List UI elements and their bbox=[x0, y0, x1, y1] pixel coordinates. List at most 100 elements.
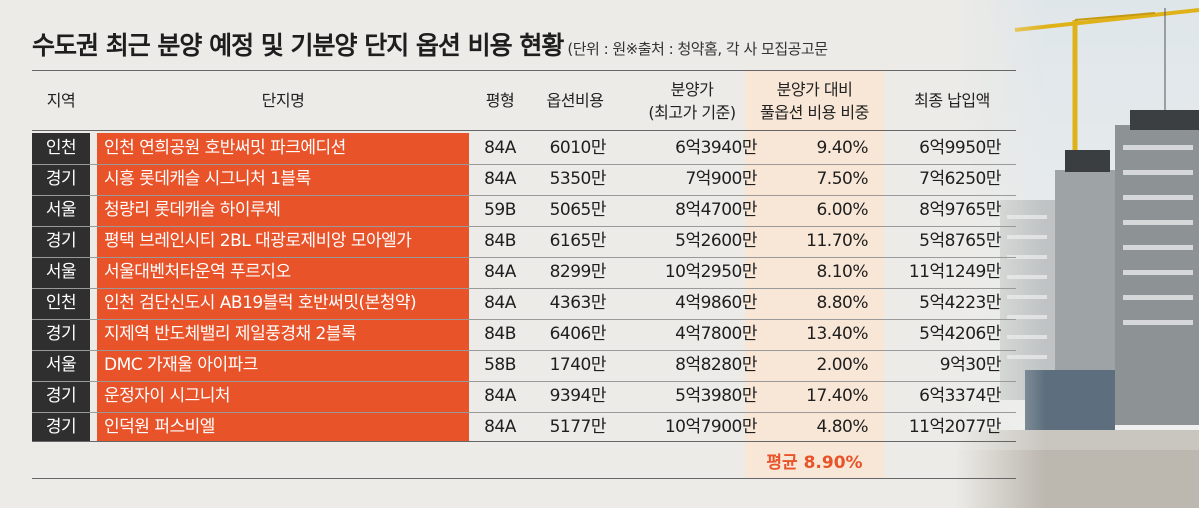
region-cell: 경기 bbox=[45, 169, 77, 189]
price-cell: 8억4700만 bbox=[675, 200, 757, 220]
option-cost-cell: 6165만 bbox=[549, 231, 607, 251]
price-cell: 5억2600만 bbox=[675, 231, 757, 251]
complex-cell: 지제역 반도체밸리 제일풍경채 2블록 bbox=[104, 324, 357, 344]
option-cost-cell: 8299만 bbox=[549, 262, 607, 282]
table-bottom-rule bbox=[32, 441, 1016, 442]
table-row: 경기 운정자이 시그니처 84A 9394만 5억3980만 17.40% 6억… bbox=[32, 382, 1016, 410]
price-cell: 5억3980만 bbox=[675, 386, 757, 406]
price-cell: 4억9860만 bbox=[675, 293, 757, 313]
row-divider bbox=[32, 288, 1016, 289]
final-cell: 11억2077만 bbox=[908, 417, 1002, 437]
price-cell: 8억8280만 bbox=[675, 355, 757, 375]
ptype-cell: 58B bbox=[484, 355, 516, 375]
header-ratio-line2: 풀옵션 비용 비중 bbox=[760, 103, 869, 122]
complex-cell: 운정자이 시그니처 bbox=[104, 386, 231, 406]
region-column-bg bbox=[32, 133, 90, 441]
final-cell: 5억4206만 bbox=[919, 324, 1001, 344]
complex-cell: 인덕원 퍼스비엘 bbox=[104, 417, 215, 437]
region-cell: 인천 bbox=[45, 293, 77, 313]
region-cell: 경기 bbox=[45, 324, 77, 344]
ratio-cell: 17.40% bbox=[806, 386, 868, 406]
price-cell: 10억7900만 bbox=[664, 417, 758, 437]
row-divider bbox=[32, 319, 1016, 320]
region-cell: 경기 bbox=[45, 386, 77, 406]
price-cell: 4억7800만 bbox=[675, 324, 757, 344]
header-price-line2: (최고가 기준) bbox=[648, 103, 736, 122]
table-row: 경기 시흥 롯데캐슬 시그니처 1블록 84A 5350만 7억900만 7.5… bbox=[32, 165, 1016, 193]
row-divider bbox=[32, 412, 1016, 413]
ptype-cell: 84A bbox=[484, 169, 516, 189]
ratio-cell: 9.40% bbox=[816, 138, 868, 158]
row-divider bbox=[32, 350, 1016, 351]
ratio-cell: 7.50% bbox=[816, 169, 868, 189]
option-cost-cell: 5177만 bbox=[549, 417, 607, 437]
header-ratio-line1: 분양가 대비 bbox=[776, 80, 853, 99]
table-row: 인천 인천 검단신도시 AB19블럭 호반써밋(본청약) 84A 4363만 4… bbox=[32, 289, 1016, 317]
region-cell: 경기 bbox=[45, 231, 77, 251]
option-cost-cell: 6010만 bbox=[549, 138, 607, 158]
header-final: 최종 납입액 bbox=[914, 91, 990, 110]
row-divider bbox=[32, 164, 1016, 165]
ptype-cell: 59B bbox=[484, 200, 516, 220]
ratio-cell: 4.80% bbox=[816, 417, 868, 437]
complex-cell: 시흥 롯데캐슬 시그니처 1블록 bbox=[104, 169, 311, 189]
table-row: 인천 인천 연희공원 호반써밋 파크에디션 84A 6010만 6억3940만 … bbox=[32, 134, 1016, 162]
option-cost-cell: 6406만 bbox=[549, 324, 607, 344]
final-cell: 5억8765만 bbox=[919, 231, 1001, 251]
complex-cell: 서울대벤처타운역 푸르지오 bbox=[104, 262, 291, 282]
header-price-line1: 분양가 bbox=[670, 80, 714, 99]
ratio-cell: 2.00% bbox=[816, 355, 868, 375]
region-cell: 서울 bbox=[45, 200, 77, 220]
table-top-rule bbox=[32, 70, 1016, 71]
option-cost-cell: 5065만 bbox=[549, 200, 607, 220]
ptype-cell: 84A bbox=[484, 138, 516, 158]
ptype-cell: 84A bbox=[484, 417, 516, 437]
page-title: 수도권 최근 분양 예정 및 기분양 단지 옵션 비용 현황 (단위 : 원※출처… bbox=[32, 26, 828, 62]
ratio-cell: 8.10% bbox=[816, 262, 868, 282]
row-divider bbox=[32, 226, 1016, 227]
table-row: 서울 청량리 롯데캐슬 하이루체 59B 5065만 8억4700만 6.00%… bbox=[32, 196, 1016, 224]
header-bottom-rule bbox=[32, 130, 1016, 131]
final-cell: 7억6250만 bbox=[919, 169, 1001, 189]
ptype-cell: 84B bbox=[484, 231, 516, 251]
header-ptype: 평형 bbox=[485, 91, 515, 110]
footer-rule bbox=[32, 478, 1016, 479]
ratio-cell: 11.70% bbox=[806, 231, 868, 251]
ratio-cell: 8.80% bbox=[816, 293, 868, 313]
option-cost-cell: 5350만 bbox=[549, 169, 607, 189]
ratio-cell: 6.00% bbox=[816, 200, 868, 220]
price-cell: 10억2950만 bbox=[664, 262, 758, 282]
region-cell: 서울 bbox=[45, 355, 77, 375]
ptype-cell: 84A bbox=[484, 293, 516, 313]
title-text: 수도권 최근 분양 예정 및 기분양 단지 옵션 비용 현황 bbox=[32, 31, 564, 60]
complex-cell: 평택 브레인시티 2BL 대광로제비앙 모아엘가 bbox=[104, 231, 412, 251]
table-row: 경기 지제역 반도체밸리 제일풍경채 2블록 84B 6406만 4억7800만… bbox=[32, 320, 1016, 348]
complex-cell: 인천 검단신도시 AB19블럭 호반써밋(본청약) bbox=[104, 293, 417, 313]
complex-column-bg bbox=[97, 133, 469, 441]
region-cell: 인천 bbox=[45, 138, 77, 158]
option-cost-cell: 9394만 bbox=[549, 386, 607, 406]
table-row: 서울 서울대벤처타운역 푸르지오 84A 8299만 10억2950만 8.10… bbox=[32, 258, 1016, 286]
header-complex: 단지명 bbox=[261, 91, 305, 110]
photo-fade bbox=[955, 0, 1045, 508]
final-cell: 6억9950만 bbox=[919, 138, 1001, 158]
complex-cell: DMC 가재울 아이파크 bbox=[104, 355, 258, 375]
construction-photo bbox=[955, 0, 1199, 508]
ratio-column-highlight bbox=[745, 70, 884, 478]
final-cell: 5억4223만 bbox=[919, 293, 1001, 313]
ptype-cell: 84A bbox=[484, 262, 516, 282]
row-divider bbox=[32, 257, 1016, 258]
region-cell: 서울 bbox=[45, 262, 77, 282]
price-cell: 7억900만 bbox=[685, 169, 757, 189]
row-divider bbox=[32, 195, 1016, 196]
final-cell: 8억9765만 bbox=[919, 200, 1001, 220]
complex-cell: 청량리 롯데캐슬 하이루체 bbox=[104, 200, 281, 220]
ptype-cell: 84B bbox=[484, 324, 516, 344]
option-cost-cell: 4363만 bbox=[549, 293, 607, 313]
average-label: 평균 8.90% bbox=[766, 453, 863, 473]
ptype-cell: 84A bbox=[484, 386, 516, 406]
table-row: 경기 인덕원 퍼스비엘 84A 5177만 10억7900만 4.80% 11억… bbox=[32, 413, 1016, 441]
row-divider bbox=[32, 381, 1016, 382]
subtitle-text: (단위 : 원※출처 : 청약홈, 각 사 모집공고문 bbox=[567, 40, 828, 58]
table-row: 경기 평택 브레인시티 2BL 대광로제비앙 모아엘가 84B 6165만 5억… bbox=[32, 227, 1016, 255]
